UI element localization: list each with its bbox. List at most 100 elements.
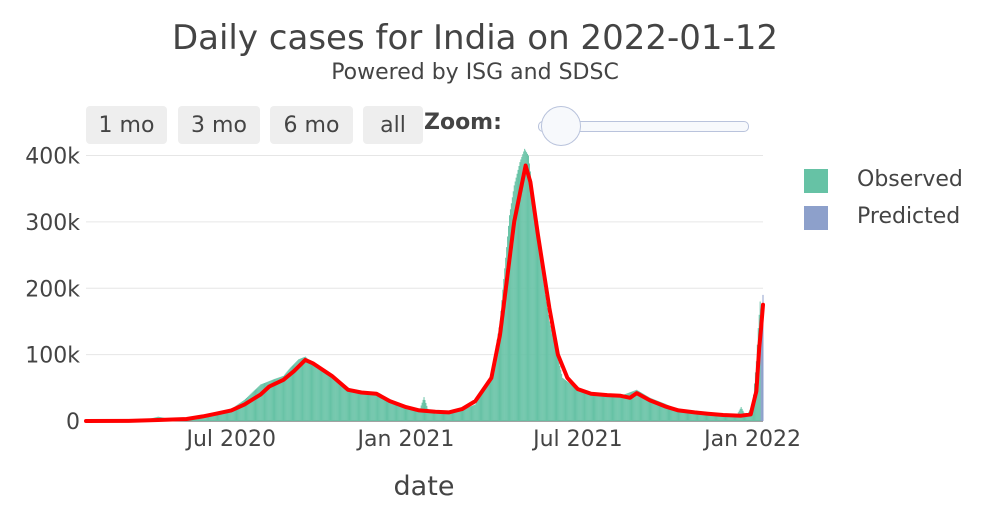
zoom-slider-track[interactable] [538,121,749,132]
observed-bar [408,408,410,421]
observed-bar [365,392,367,421]
observed-bar [705,413,707,421]
observed-bar [683,410,685,421]
observed-bar [509,209,511,421]
observed-bar [723,415,725,421]
observed-bar [449,412,451,421]
observed-bar [702,413,704,421]
observed-bar [565,380,567,421]
observed-bar [476,401,478,421]
observed-bar [358,391,359,421]
observed-bar [401,407,403,421]
observed-bar [477,399,479,421]
observed-bar [526,152,528,421]
observed-bar [234,406,236,421]
observed-bar [463,409,465,421]
observed-bar [247,396,249,421]
legend-swatch-observed[interactable] [804,169,828,193]
observed-bar [329,376,331,421]
observed-bar [372,393,374,421]
observed-bar [371,393,373,421]
observed-bar [522,154,524,422]
observed-bar [255,388,257,421]
observed-bar [533,204,535,421]
predicted-bar [761,304,763,421]
observed-bar [233,407,235,421]
observed-bar [685,410,687,421]
observed-bar [603,394,605,421]
observed-bar [209,414,211,421]
observed-bar [341,385,343,421]
observed-bar [452,412,453,421]
observed-bar [314,365,316,421]
observed-bar [267,381,269,421]
observed-bar [355,390,357,421]
observed-bar [368,393,370,421]
observed-bar [295,362,297,421]
observed-bar [592,393,594,421]
observed-bar [357,391,359,421]
observed-bar [602,394,604,421]
observed-bar [608,394,610,421]
observed-bar [501,300,503,421]
observed-bar [337,381,339,421]
observed-bar [361,391,363,421]
observed-bar [464,409,466,421]
observed-bar [697,412,699,421]
observed-bar [302,357,304,421]
range-button-all[interactable]: all [363,106,423,144]
observed-bar [709,413,711,421]
observed-bar [495,345,497,421]
observed-bar [370,393,372,421]
observed-bar [657,400,659,421]
observed-bar [219,412,221,421]
observed-bar [514,181,516,421]
observed-bar [688,411,690,421]
legend-label-predicted[interactable]: Predicted [857,204,961,229]
observed-bar [440,413,442,421]
observed-bar [664,403,666,421]
observed-bar [470,406,472,421]
observed-bar [701,413,703,421]
observed-bar [426,405,428,421]
legend-swatch-predicted[interactable] [804,206,828,230]
observed-bar [459,410,461,421]
observed-bar [715,414,717,421]
observed-bar [656,400,658,421]
observed-bar [598,394,600,421]
observed-bar [557,357,559,421]
observed-bar [721,414,723,421]
observed-bar [586,392,588,421]
range-button-1mo[interactable]: 1 mo [86,106,167,144]
zoom-slider-handle[interactable] [541,106,581,146]
observed-bar [617,395,619,421]
observed-bar [602,394,604,421]
observed-bar [317,367,319,421]
range-button-6mo[interactable]: 6 mo [270,106,353,144]
observed-bar [429,411,431,421]
range-button-3mo[interactable]: 3 mo [178,106,260,144]
observed-bar [505,257,507,421]
observed-bar [302,357,303,421]
legend-label-observed[interactable]: Observed [857,167,963,192]
observed-bar [298,359,300,421]
observed-bar [648,397,650,421]
observed-bar [332,378,334,421]
observed-bar [717,414,719,421]
observed-bar [567,382,569,421]
observed-bar [515,177,517,421]
observed-bar [235,405,237,421]
observed-bar [208,414,209,421]
observed-bar [281,376,283,421]
observed-bar [431,412,433,421]
observed-bar [251,392,253,421]
observed-bar [727,415,729,421]
observed-bar [279,377,281,421]
observed-bar [316,366,318,421]
observed-bar [708,413,710,421]
observed-bar [678,409,679,421]
observed-bar [433,413,435,421]
observed-bar [339,383,341,421]
observed-bar [696,412,698,421]
observed-bar [409,409,411,421]
